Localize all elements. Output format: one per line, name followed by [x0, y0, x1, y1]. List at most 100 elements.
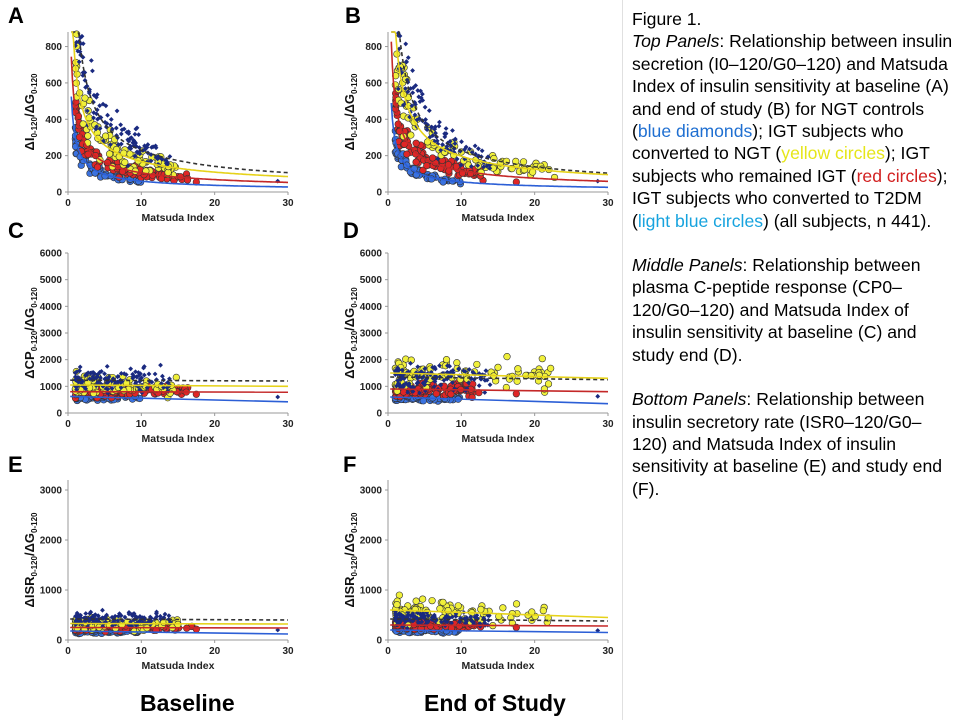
data-point-ngt: [118, 122, 124, 128]
data-point-ngt: [153, 145, 159, 151]
data-point-ngt: [105, 112, 110, 118]
data-point-ngt: [100, 101, 106, 107]
caption-middle-title: Middle Panels: [632, 255, 743, 276]
data-point-ngt: [426, 108, 432, 114]
caption-top-title: Top Panels: [632, 31, 720, 52]
data-point-igt_ngt: [84, 132, 92, 140]
data-point-ngt: [142, 147, 148, 153]
data-point-igt_igt: [412, 139, 420, 147]
fit-line-igt_igt: [390, 388, 609, 393]
data-point-ngt: [137, 151, 143, 157]
data-point-ngt: [167, 154, 173, 159]
panel-e: 0 1000 2000 3000 0 10 20 30 Matsuda Index ΔISR0-1…: [10, 470, 310, 702]
data-point-ngt: [100, 384, 106, 389]
y-tick-label: 0: [56, 188, 62, 199]
x-tick-label: 10: [136, 419, 148, 430]
data-point-ngt: [91, 613, 97, 618]
data-point-ngt: [97, 103, 103, 109]
panel-b: 0 200 400 600 800 0 10 20 30 Matsuda Index ΔI0-120…: [330, 22, 630, 254]
y-tick-label: 400: [45, 115, 62, 126]
data-point-ngt: [420, 612, 425, 618]
data-point-ngt: [485, 613, 491, 619]
data-point-ngt: [447, 138, 453, 144]
x-tick-label: 30: [282, 419, 294, 430]
data-point-ngt: [90, 68, 95, 74]
fit-lines: [390, 372, 609, 405]
data-point-ngt: [457, 619, 463, 625]
data-point-ngt: [449, 614, 455, 620]
fit-line-ngt: [70, 379, 289, 382]
column-label-baseline: Baseline: [140, 690, 235, 716]
data-point-ngt: [429, 617, 435, 622]
fit-lines: [70, 618, 289, 635]
fit-line-igt_ngt: [70, 622, 289, 625]
data-point-ngt: [437, 119, 442, 125]
y-tick-label: 2000: [360, 355, 383, 366]
data-point-ngt: [409, 612, 415, 617]
caption-top-t5: ) (all subjects, n 441).: [763, 210, 932, 231]
data-point-ngt: [94, 372, 100, 378]
y-tick-label: 6000: [360, 249, 383, 260]
data-point-ngt: [76, 614, 82, 620]
data-point-ngt: [152, 371, 158, 377]
y-tick-label: 5000: [40, 275, 63, 286]
x-tick-label: 10: [456, 198, 468, 209]
data-point-ngt: [137, 372, 142, 378]
data-point-ngt: [144, 385, 150, 391]
data-point-ngt: [109, 385, 115, 391]
y-axis-label: ΔISR0-120/ΔG0-120: [342, 512, 359, 608]
data-point-ngt: [422, 615, 428, 621]
y-tick-label: 0: [376, 188, 382, 199]
data-point-ngt: [95, 613, 101, 619]
data-point-ngt: [483, 368, 489, 374]
x-tick-label: 0: [65, 198, 71, 209]
data-point-ngt: [468, 614, 474, 620]
data-point-ngt: [119, 618, 125, 623]
data-point-ngt: [400, 102, 406, 108]
data-point-ngt: [405, 389, 411, 395]
data-point-ngt: [448, 143, 454, 149]
data-point-ngt: [84, 108, 90, 114]
data-point-ngt: [406, 381, 412, 386]
data-point-ngt: [78, 619, 84, 625]
data-point-ngt: [118, 613, 124, 619]
data-point-igt_ngt: [527, 371, 535, 380]
data-point-ngt: [470, 369, 476, 375]
data-point-ngt: [115, 618, 121, 624]
data-point-ngt: [103, 386, 109, 392]
data-point-ngt: [78, 612, 83, 618]
y-tick-label: 600: [365, 78, 382, 89]
data-point-ngt: [431, 384, 437, 389]
data-point-igt_ngt: [539, 607, 547, 615]
data-point-ngt: [479, 148, 485, 154]
data-point-ngt: [444, 376, 450, 382]
data-point-ngt: [418, 95, 424, 101]
data-point-igt_igt: [93, 163, 102, 171]
y-tick-label: 1000: [360, 586, 383, 597]
data-point-ngt: [417, 99, 423, 105]
data-point-igt_igt: [447, 390, 455, 398]
data-point-ngt: [155, 154, 161, 159]
data-point-ngt: [87, 618, 92, 623]
data-point-ngt: [425, 613, 431, 619]
data-point-igt_igt: [412, 150, 420, 158]
data-point-ngt: [131, 137, 136, 143]
y-axis-label: ΔI0-120/ΔG0-120: [22, 73, 39, 151]
data-point-ngt: [475, 146, 481, 152]
data-point-ngt: [408, 86, 414, 91]
data-point-ngt: [409, 103, 415, 109]
data-point-ngt: [417, 390, 422, 396]
data-point-ngt: [78, 380, 84, 386]
data-point-ngt: [118, 131, 124, 137]
y-tick-label: 200: [365, 151, 382, 162]
data-point-ngt: [87, 376, 93, 382]
data-point-igt_ngt: [538, 355, 546, 363]
data-point-ngt: [93, 94, 99, 100]
data-point-ngt: [435, 141, 441, 147]
x-tick-label: 10: [136, 646, 148, 657]
data-point-ngt: [469, 149, 475, 155]
data-point-ngt: [103, 103, 109, 109]
fit-lines: [390, 609, 609, 634]
fit-lines: [70, 379, 289, 403]
data-point-ngt: [150, 144, 156, 150]
